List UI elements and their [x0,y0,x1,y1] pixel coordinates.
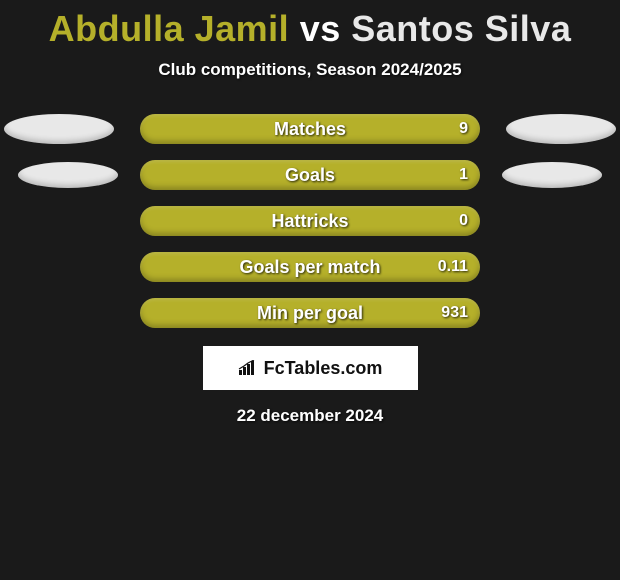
stat-label: Goals per match [140,257,480,278]
stat-row: Matches9 [0,114,620,144]
player1-name: Abdulla Jamil [49,8,290,49]
stat-value: 931 [441,304,468,322]
stat-label: Matches [140,119,480,140]
stat-label: Hattricks [140,211,480,232]
player2-marker [506,114,616,144]
player1-marker [4,114,114,144]
stat-bar: Goals1 [140,160,480,190]
player2-name: Santos Silva [351,8,571,49]
stats-container: Matches9Goals1Hattricks0Goals per match0… [0,114,620,328]
watermark-text: FcTables.com [264,358,383,379]
stat-value: 1 [459,166,468,184]
stat-label: Min per goal [140,303,480,324]
date-label: 22 december 2024 [0,406,620,426]
player2-marker [502,162,602,188]
stat-bar: Matches9 [140,114,480,144]
subtitle: Club competitions, Season 2024/2025 [0,60,620,80]
chart-icon [238,360,258,376]
stat-value: 0 [459,212,468,230]
stat-row: Hattricks0 [0,206,620,236]
stat-row: Goals1 [0,160,620,190]
stat-row: Goals per match0.11 [0,252,620,282]
stat-label: Goals [140,165,480,186]
stat-bar: Min per goal931 [140,298,480,328]
watermark-badge: FcTables.com [203,346,418,390]
stat-row: Min per goal931 [0,298,620,328]
stat-value: 9 [459,120,468,138]
stat-bar: Hattricks0 [140,206,480,236]
comparison-title: Abdulla Jamil vs Santos Silva [0,0,620,50]
stat-bar: Goals per match0.11 [140,252,480,282]
vs-separator: vs [300,8,341,49]
player1-marker [18,162,118,188]
stat-value: 0.11 [438,258,468,276]
